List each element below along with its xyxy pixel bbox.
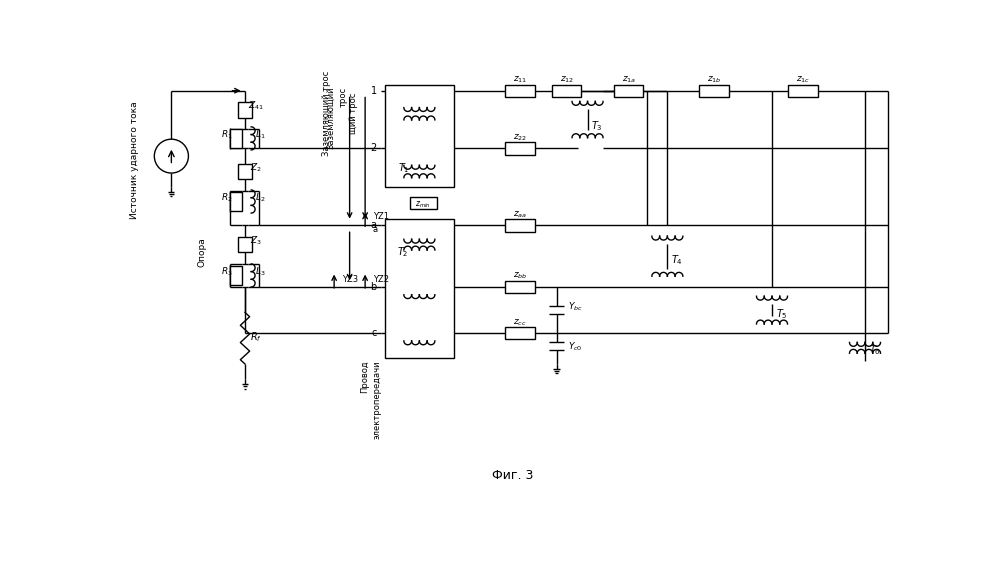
Text: $R_f$: $R_f$ xyxy=(250,330,262,344)
Text: $z_{cc}$: $z_{cc}$ xyxy=(513,317,526,328)
Text: b: b xyxy=(371,282,377,292)
Text: $z_{min}$: $z_{min}$ xyxy=(416,199,432,210)
Text: YZ2: YZ2 xyxy=(373,275,389,284)
Text: электропередачи: электропередачи xyxy=(373,360,382,439)
Text: $R_3$: $R_3$ xyxy=(221,265,233,278)
Text: $z_{aa}$: $z_{aa}$ xyxy=(513,209,527,220)
Text: $z_{1c}$: $z_{1c}$ xyxy=(796,75,810,85)
Bar xyxy=(505,84,534,97)
Text: $T_3$: $T_3$ xyxy=(591,119,603,133)
Bar xyxy=(410,197,437,209)
Text: Заземляющий трос: Заземляющий трос xyxy=(322,71,331,157)
Text: YZ1: YZ1 xyxy=(373,212,389,221)
Text: $T_5$: $T_5$ xyxy=(776,307,787,321)
Text: $Y_{bc}$: $Y_{bc}$ xyxy=(568,300,583,312)
Text: $z_{22}$: $z_{22}$ xyxy=(513,132,527,143)
Text: $L_1$: $L_1$ xyxy=(255,128,266,141)
Text: $z_{1b}$: $z_{1b}$ xyxy=(706,75,721,85)
Text: $R_2$: $R_2$ xyxy=(221,191,232,204)
Text: $T_6$: $T_6$ xyxy=(869,343,881,357)
Text: 1: 1 xyxy=(371,86,377,96)
Bar xyxy=(505,142,534,155)
Text: $Y_{c0}$: $Y_{c0}$ xyxy=(568,340,582,352)
Text: $L_3$: $L_3$ xyxy=(256,265,266,278)
Text: a: a xyxy=(371,220,377,230)
Text: $L_2$: $L_2$ xyxy=(256,191,266,204)
Text: Источник ударного тока: Источник ударного тока xyxy=(130,101,139,219)
Bar xyxy=(788,84,818,97)
Bar xyxy=(230,266,242,285)
Text: $Z_2$: $Z_2$ xyxy=(250,162,262,174)
Text: $z_{12}$: $z_{12}$ xyxy=(559,75,573,85)
Text: c: c xyxy=(372,328,377,338)
Text: $T_4$: $T_4$ xyxy=(671,253,683,267)
Bar xyxy=(551,84,581,97)
Text: $z_{1a}$: $z_{1a}$ xyxy=(621,75,635,85)
Bar xyxy=(385,219,455,358)
Text: Провод: Провод xyxy=(361,360,370,393)
Text: $Z_3$: $Z_3$ xyxy=(250,235,262,247)
Bar xyxy=(238,237,252,252)
Text: $R_1$: $R_1$ xyxy=(221,128,233,141)
Text: $T_2$: $T_2$ xyxy=(397,245,408,259)
Text: трос: трос xyxy=(339,87,348,107)
Bar xyxy=(238,102,252,118)
Bar xyxy=(699,84,728,97)
Bar xyxy=(385,84,455,187)
Text: $T_1$: $T_1$ xyxy=(398,161,410,175)
Bar xyxy=(230,129,242,148)
Text: $Z_{41}$: $Z_{41}$ xyxy=(248,100,264,112)
Text: Опора: Опора xyxy=(198,238,207,267)
Bar xyxy=(238,164,252,179)
Bar xyxy=(505,327,534,339)
Bar xyxy=(614,84,643,97)
Bar xyxy=(230,193,242,211)
Bar xyxy=(505,281,534,293)
Bar xyxy=(505,219,534,231)
Text: Заземляющий: Заземляющий xyxy=(326,87,335,149)
Text: Фиг. 3: Фиг. 3 xyxy=(492,469,533,482)
Text: a: a xyxy=(373,225,378,234)
Text: 2: 2 xyxy=(371,144,377,153)
Text: щий трос: щий трос xyxy=(349,93,358,135)
Text: YZ3: YZ3 xyxy=(342,275,358,284)
Text: $z_{11}$: $z_{11}$ xyxy=(513,75,527,85)
Text: $z_{bb}$: $z_{bb}$ xyxy=(512,271,527,282)
